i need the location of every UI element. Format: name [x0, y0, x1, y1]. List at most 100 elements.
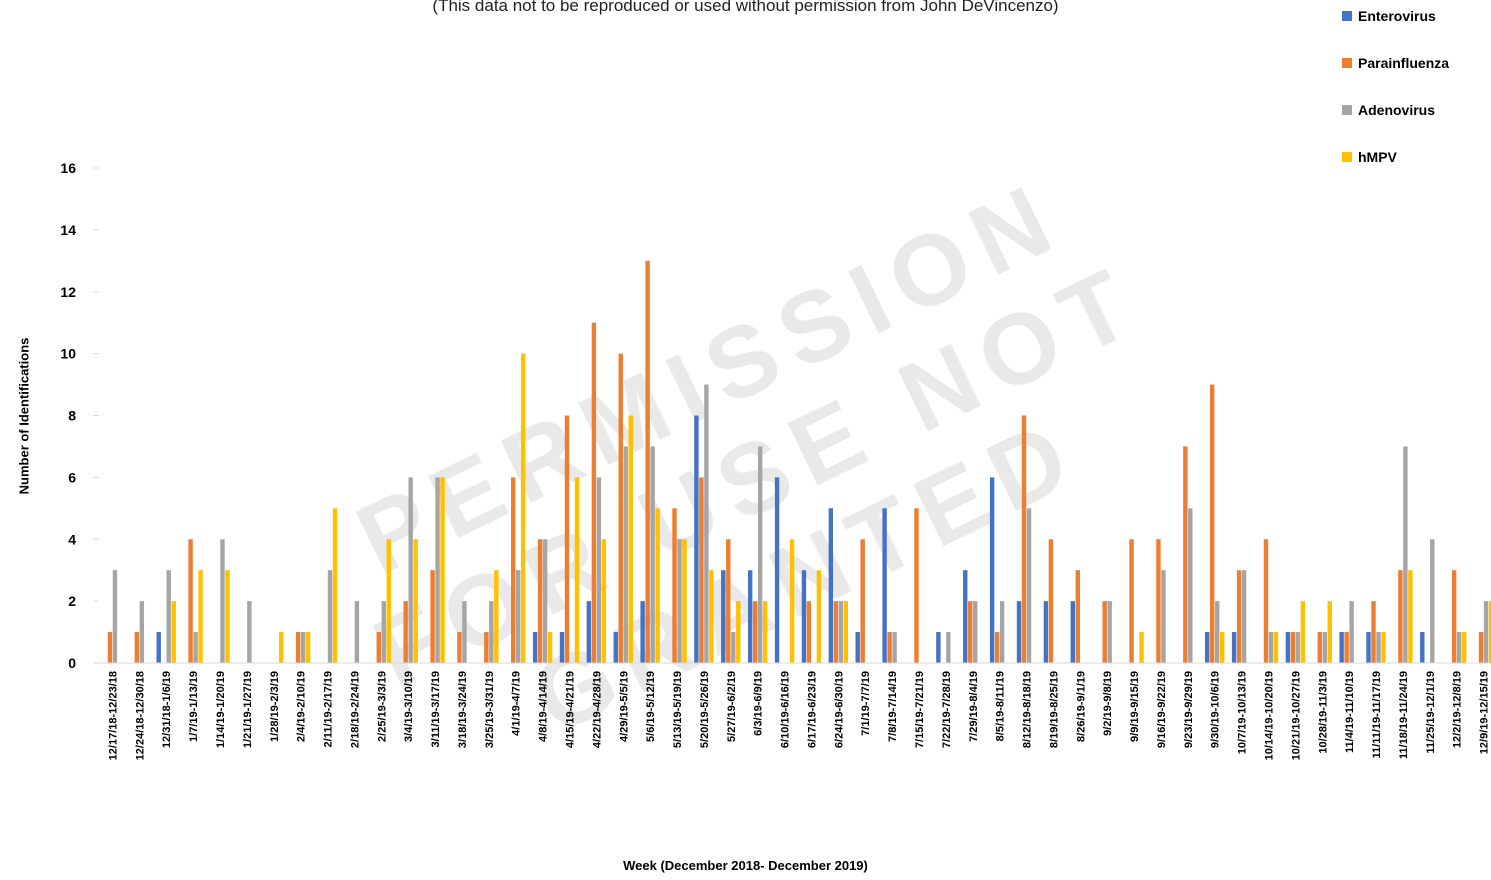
bar-hmpv: [655, 508, 660, 663]
bar-hmpv: [1381, 632, 1386, 663]
bar-enterovirus: [1366, 632, 1371, 663]
y-axis-ticks: 0 2 4 6 8 10 12 14 16: [60, 160, 99, 671]
bar-parainfluenza: [1102, 601, 1107, 664]
x-tick-label: 12/2/19-12/8/19: [1452, 671, 1464, 748]
x-tick-label: 5/27/19-6/2/19: [726, 671, 738, 742]
x-tick-label: 12/9/19-12/15/19: [1479, 671, 1491, 754]
bar-adenovirus: [435, 477, 440, 664]
x-tick-label: 4/15/19-4/21/19: [564, 671, 576, 748]
bar-adenovirus: [1322, 632, 1327, 663]
bar-adenovirus: [1295, 632, 1301, 663]
x-axis-title: Week (December 2018- December 2019): [623, 858, 868, 873]
x-tick-label: 10/28/19-11/3/19: [1317, 671, 1329, 754]
bar-adenovirus: [973, 601, 978, 664]
bars: [107, 260, 1491, 664]
bar-enterovirus: [559, 632, 565, 663]
bar-parainfluenza: [188, 539, 193, 663]
x-tick-label: 3/4/19-3/10/19: [403, 671, 415, 742]
bar-hmpv: [305, 632, 311, 663]
bar-parainfluenza: [430, 570, 435, 663]
bar-parainfluenza: [295, 632, 301, 663]
bar-parainfluenza: [860, 539, 865, 663]
bar-parainfluenza: [1129, 539, 1134, 663]
bar-adenovirus: [596, 477, 602, 664]
bar-enterovirus: [156, 632, 161, 663]
bar-hmpv: [1273, 632, 1279, 663]
bar-parainfluenza: [1236, 570, 1242, 663]
bar-hmpv: [386, 539, 391, 663]
bar-hmpv: [1300, 601, 1306, 664]
bar-enterovirus: [1205, 632, 1210, 663]
bar-adenovirus: [1483, 601, 1489, 664]
x-tick-label: 10/21/19-10/27/19: [1290, 671, 1302, 760]
bar-adenovirus: [650, 446, 655, 663]
bar-parainfluenza: [1478, 632, 1484, 663]
bar-hmpv: [547, 632, 553, 663]
y-tick-label: 0: [68, 655, 76, 671]
bar-adenovirus: [1456, 632, 1462, 663]
bar-parainfluenza: [752, 601, 758, 664]
y-tick-label: 6: [68, 469, 76, 485]
bar-hmpv: [1461, 632, 1467, 663]
x-tick-label: 4/29/19-5/5/19: [618, 671, 630, 742]
bar-adenovirus: [462, 601, 467, 664]
bar-hmpv: [521, 353, 526, 664]
legend-item-hmpv: hMPV: [1342, 147, 1449, 167]
y-tick-label: 2: [68, 593, 76, 609]
bar-parainfluenza: [134, 632, 140, 663]
bar-adenovirus: [1026, 508, 1032, 663]
x-tick-label: 6/24/19-6/30/19: [833, 671, 845, 748]
x-tick-label: 9/2/19-9/8/19: [1102, 671, 1114, 736]
bar-parainfluenza: [968, 601, 973, 664]
bar-parainfluenza: [1075, 570, 1080, 663]
bar-parainfluenza: [511, 477, 516, 664]
bar-adenovirus: [1241, 570, 1247, 663]
x-tick-label: 7/15/19-7/21/19: [914, 671, 926, 748]
bar-hmpv: [709, 570, 714, 663]
bar-parainfluenza: [994, 632, 1000, 663]
bar-parainfluenza: [107, 632, 113, 663]
bar-adenovirus: [247, 601, 252, 664]
bar-parainfluenza: [1048, 539, 1054, 663]
bar-parainfluenza: [1344, 632, 1349, 663]
bar-parainfluenza: [457, 632, 462, 663]
x-tick-label: 6/3/19-6/9/19: [753, 671, 765, 736]
bar-parainfluenza: [726, 539, 731, 663]
legend-swatch-parainfluenza: [1342, 58, 1352, 68]
bar-adenovirus: [1107, 601, 1112, 664]
bar-adenovirus: [408, 477, 413, 664]
bar-hmpv: [1220, 632, 1225, 663]
bar-hmpv: [789, 539, 795, 663]
legend-item-enterovirus: Enterovirus: [1342, 6, 1449, 26]
bar-hmpv: [601, 539, 607, 663]
x-tick-label: 11/11/19-11/17/19: [1371, 671, 1383, 758]
bar-adenovirus: [1188, 508, 1193, 663]
x-tick-label: 4/22/19-4/28/19: [591, 671, 603, 748]
bar-parainfluenza: [645, 260, 650, 663]
bar-enterovirus: [747, 570, 753, 663]
x-tick-label: 3/11/19-3/17/19: [430, 671, 442, 747]
bar-hmpv: [1139, 632, 1144, 663]
legend-swatch-hmpv: [1342, 152, 1352, 162]
bar-adenovirus: [112, 570, 118, 663]
y-tick-label: 14: [60, 222, 76, 238]
bar-enterovirus: [855, 632, 860, 663]
bar-hmpv: [440, 477, 445, 664]
legend-label-parainfluenza: Parainfluenza: [1358, 55, 1450, 71]
bar-parainfluenza: [1210, 384, 1215, 663]
x-tick-label: 2/11/19-2/17/19: [323, 671, 335, 747]
x-axis-labels: 12/17/18-12/23/18 12/24/18-12/30/18 12/31/…: [107, 671, 1490, 760]
bar-adenovirus: [757, 446, 763, 663]
chart-subtitle: (This data not to be reproduced or used …: [432, 0, 1059, 15]
bar-hmpv: [682, 539, 687, 663]
x-tick-label: 6/17/19-6/23/19: [806, 671, 818, 748]
bar-adenovirus: [381, 601, 386, 664]
bar-adenovirus: [677, 539, 682, 663]
x-tick-label: 10/14/19-10/20/19: [1263, 671, 1275, 760]
x-tick-label: 7/1/19-7/7/19: [860, 671, 872, 736]
bar-adenovirus: [1215, 601, 1220, 664]
x-tick-label: 3/25/19-3/31/19: [484, 671, 496, 748]
x-tick-label: 11/25/19-12/1/19: [1425, 671, 1437, 754]
legend-item-adenovirus: Adenovirus: [1342, 100, 1449, 120]
